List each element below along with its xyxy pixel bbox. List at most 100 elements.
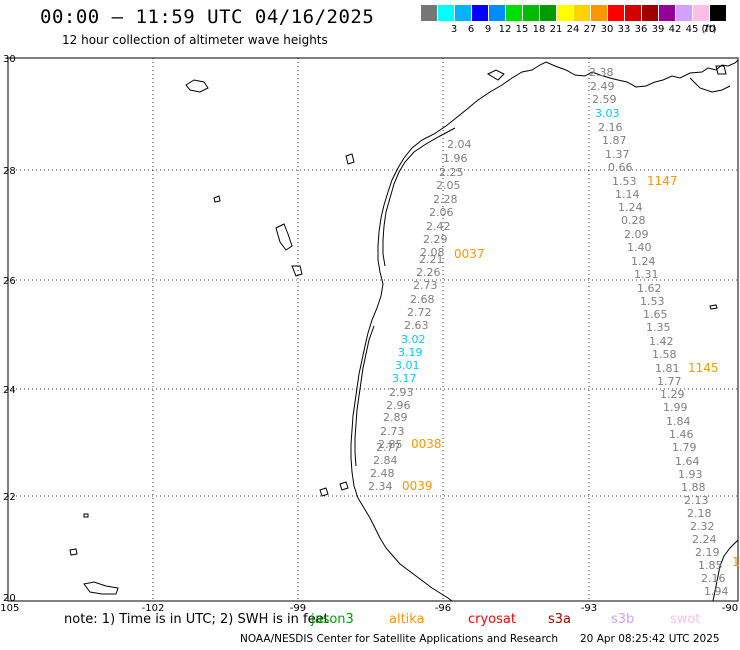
wave-height-value: 1.40 xyxy=(627,241,652,254)
scale-label: 27 xyxy=(583,24,597,35)
wave-height-value: 1.88 xyxy=(681,481,706,494)
wave-height-value: 1.79 xyxy=(672,441,697,454)
wave-height-value: 2.26 xyxy=(416,266,441,279)
wave-height-value: 2.49 xyxy=(590,80,615,93)
lat-label: 30 xyxy=(3,54,16,65)
wave-height-value: 3.02 xyxy=(401,333,426,346)
lon-label: -99 xyxy=(290,603,306,614)
wave-height-value: 2.77 xyxy=(376,441,401,454)
wave-height-value: 2.42 xyxy=(426,220,451,233)
note-text: note: 1) Time is in UTC; 2) SWH is in fe… xyxy=(64,612,329,627)
scale-swatch xyxy=(472,5,488,21)
wave-height-value: 2.59 xyxy=(592,93,617,106)
lon-label: -105 xyxy=(0,603,19,614)
legend-item-swot: swot xyxy=(670,612,701,627)
scale-swatch xyxy=(523,5,539,21)
wave-height-value: 1.58 xyxy=(652,348,677,361)
wave-height-value: 2.08 xyxy=(420,246,445,259)
wave-height-value: 1.77 xyxy=(657,375,682,388)
scale-label: 3 xyxy=(450,24,458,35)
scale-swatch xyxy=(489,5,505,21)
wave-height-value: 1.81 xyxy=(655,362,680,375)
wave-height-value: 1.84 xyxy=(666,415,691,428)
pass-time-label: 1 xyxy=(732,555,740,569)
legend-item-s3a: s3a xyxy=(548,612,572,627)
wave-height-value: 0.28 xyxy=(621,214,646,227)
pass-time-label: 1145 xyxy=(688,361,719,375)
wave-height-value: 2.84 xyxy=(373,454,398,467)
wave-height-value: 2.34 xyxy=(368,480,393,493)
wave-height-value: 1.29 xyxy=(660,388,685,401)
coastline xyxy=(350,59,739,602)
wave-height-value: 3.01 xyxy=(395,359,420,372)
scale-label: 36 xyxy=(634,24,648,35)
scale-swatch xyxy=(574,5,590,21)
wave-height-value: 1.24 xyxy=(618,201,643,214)
wave-height-value: 2.38 xyxy=(589,66,614,79)
wave-height-value: 2.16 xyxy=(701,572,726,585)
scale-swatch xyxy=(710,5,726,21)
scale-swatch xyxy=(438,5,454,21)
pass-time-label: 0039 xyxy=(402,479,433,493)
coastline-yucatan-east xyxy=(712,539,739,602)
wave-height-value: 1.96 xyxy=(443,152,468,165)
scale-swatch xyxy=(693,5,709,21)
scale-label: 42 xyxy=(668,24,682,35)
wave-height-value: 2.96 xyxy=(386,399,411,412)
lat-label: 20 xyxy=(3,593,16,604)
wave-height-value: 0.66 xyxy=(608,161,633,174)
lon-label: -90 xyxy=(722,603,738,614)
wave-height-value: 2.73 xyxy=(380,425,405,438)
wave-height-value: 1.46 xyxy=(669,428,694,441)
wave-height-value: 2.72 xyxy=(407,306,432,319)
wave-height-value: 2.19 xyxy=(695,546,720,559)
wave-height-value: 2.16 xyxy=(598,121,623,134)
pass-time-label: 1147 xyxy=(647,174,678,188)
wave-height-value: 1.87 xyxy=(602,134,627,147)
wave-height-value: 2.73 xyxy=(413,279,438,292)
wave-height-value: 2.04 xyxy=(447,138,472,151)
lon-axis-labels: -105 -102 -99 -96 -93 -90 xyxy=(0,603,738,614)
wave-height-value: 1.62 xyxy=(637,282,662,295)
scale-swatch xyxy=(540,5,556,21)
scale-label: 12 xyxy=(498,24,512,35)
wave-height-value: 2.28 xyxy=(433,193,458,206)
scale-swatch xyxy=(608,5,624,21)
wave-height-value: 1.65 xyxy=(643,308,668,321)
legend-item-cryosat: cryosat xyxy=(468,612,516,627)
scale-swatch xyxy=(659,5,675,21)
pass-time-label: 0037 xyxy=(454,247,485,261)
lat-label: 26 xyxy=(3,276,16,287)
wave-height-value: 2.05 xyxy=(436,179,461,192)
lat-label: 24 xyxy=(3,385,16,396)
scale-label: 9 xyxy=(484,24,492,35)
scale-label: 70 xyxy=(702,24,716,35)
wave-height-value: 2.89 xyxy=(383,411,408,424)
wave-height-value: 2.48 xyxy=(370,467,395,480)
wave-height-value: 1.85 xyxy=(698,559,723,572)
wave-height-value: 1.24 xyxy=(631,255,656,268)
scale-label: 24 xyxy=(566,24,580,35)
scale-label: 39 xyxy=(651,24,665,35)
scale-label: 45 xyxy=(685,24,699,35)
scale-label: 21 xyxy=(549,24,563,35)
wave-height-value: 3.03 xyxy=(595,107,620,120)
wave-height-value: 1.94 xyxy=(704,585,729,598)
wave-height-value: 2.06 xyxy=(429,206,454,219)
scale-label: 6 xyxy=(467,24,475,35)
scale-swatch xyxy=(676,5,692,21)
scale-swatch xyxy=(506,5,522,21)
legend-item-s3b: s3b xyxy=(611,612,635,627)
wave-height-value: 1.53 xyxy=(612,175,637,188)
wave-height-value: 2.93 xyxy=(389,386,414,399)
page-title: 00:00 — 11:59 UTC 04/16/2025 xyxy=(40,6,375,28)
graticule xyxy=(8,58,738,601)
wave-height-value: 1.99 xyxy=(663,401,688,414)
wave-height-value: 2.63 xyxy=(404,319,429,332)
wave-height-value: 1.31 xyxy=(634,268,659,281)
wave-height-value: 2.24 xyxy=(692,533,717,546)
generated-timestamp: 20 Apr 08:25:42 UTC 2025 xyxy=(580,633,720,645)
page-subtitle: 12 hour collection of altimeter wave hei… xyxy=(62,33,328,47)
lon-label: -102 xyxy=(142,603,165,614)
scale-swatch xyxy=(557,5,573,21)
